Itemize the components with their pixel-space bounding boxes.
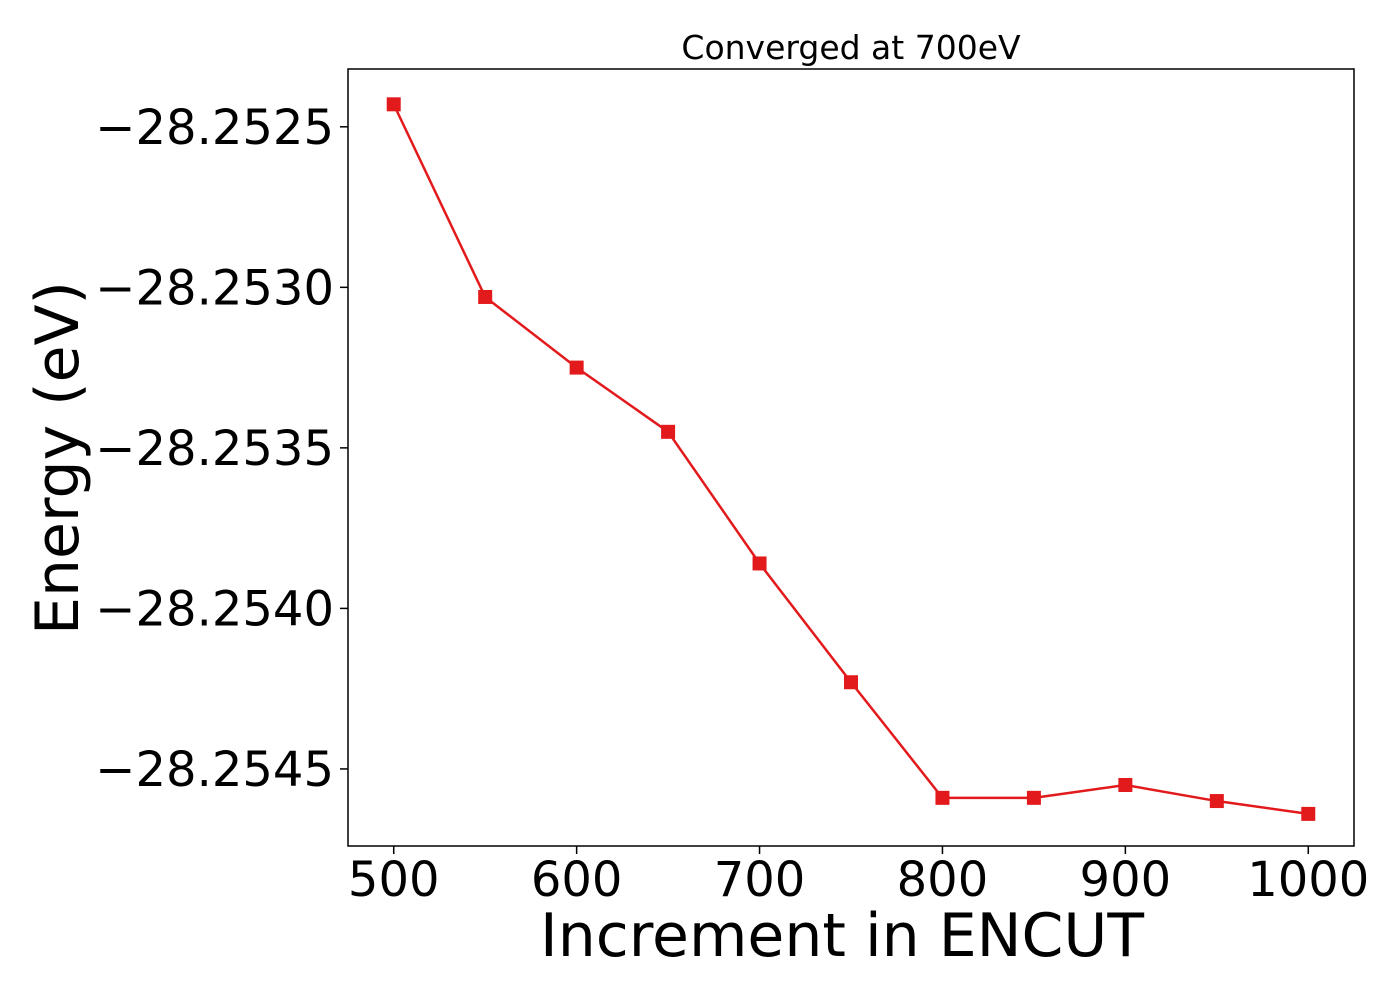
y-tick-label: −28.2525 (95, 100, 334, 156)
y-axis-label: Energy (eV) (23, 281, 93, 635)
plot-area (386, 97, 1316, 821)
data-point (1118, 777, 1133, 792)
x-tick-label: 1000 (1247, 852, 1369, 908)
series-line (392, 103, 1309, 816)
plot-frame (347, 68, 1355, 847)
data-point (661, 424, 676, 439)
y-tick-label: −28.2545 (95, 742, 334, 798)
data-point (752, 556, 767, 571)
x-tick-label: 900 (1080, 852, 1172, 908)
x-tick-label: 700 (714, 852, 806, 908)
x-axis-label: Increment in ENCUT (540, 901, 1144, 971)
data-point (1301, 806, 1316, 821)
y-tick-label: −28.2535 (95, 421, 334, 477)
chart-title: Converged at 700eV (681, 28, 1021, 67)
data-point (478, 289, 493, 304)
y-tick-label: −28.2540 (95, 581, 334, 637)
data-point (386, 97, 401, 112)
x-tick-label: 500 (348, 852, 440, 908)
y-axis: −28.2525 −28.2530 −28.2535 −28.2540 −28.2545 (95, 100, 348, 798)
x-axis: 500 600 700 800 900 1000 (348, 846, 1369, 908)
x-tick-label: 800 (897, 852, 989, 908)
data-point (1026, 790, 1041, 805)
data-point (1209, 794, 1224, 809)
x-tick-label: 600 (531, 852, 623, 908)
data-point (935, 790, 950, 805)
data-point (569, 360, 584, 375)
data-point (844, 675, 858, 690)
y-tick-label: −28.2530 (95, 260, 334, 316)
